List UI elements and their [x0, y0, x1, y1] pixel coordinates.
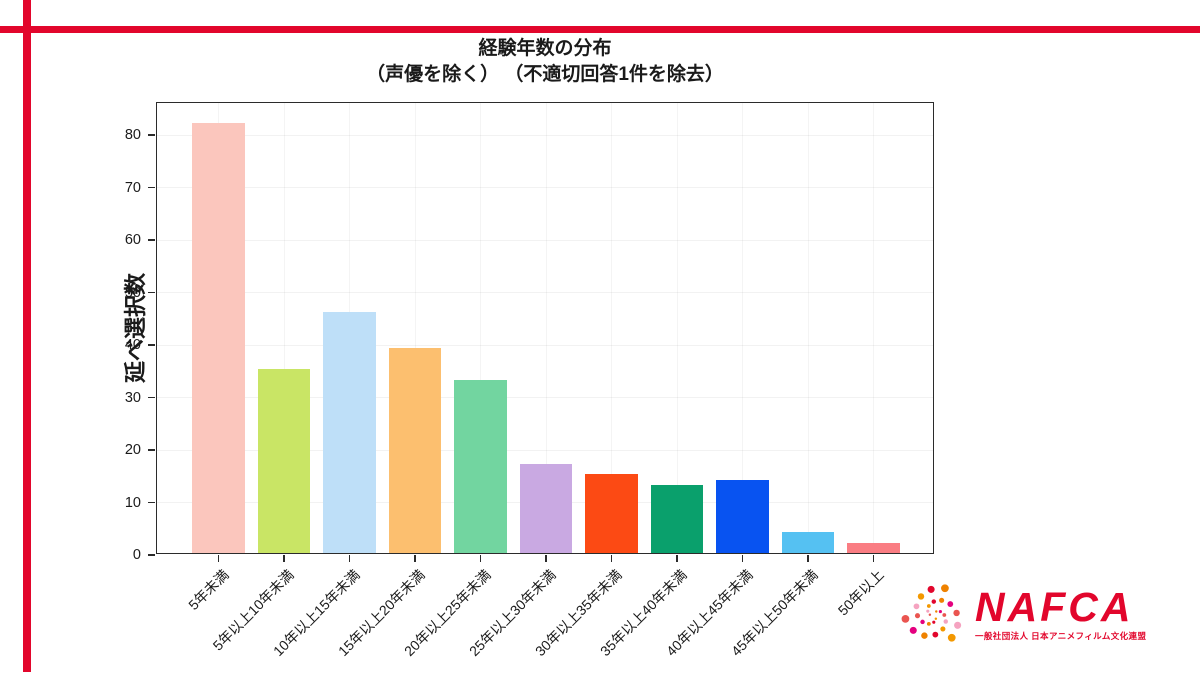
x-tick-mark [348, 555, 351, 562]
spiral-dot [935, 610, 938, 613]
spiral-dot [940, 626, 946, 632]
x-gridline [283, 103, 285, 553]
spiral-dot [942, 613, 947, 617]
y-axis-label: 延べ選択数 [123, 272, 148, 384]
bar [192, 122, 245, 553]
x-tick-mark [217, 555, 220, 562]
bar [388, 348, 442, 553]
nafca-subtitle: 一般社団法人 日本アニメフィルム文化連盟 [975, 630, 1147, 641]
y-tick-mark [148, 501, 155, 504]
red-vertical-line [23, 0, 31, 672]
x-gridline [480, 103, 482, 553]
bar [847, 542, 900, 553]
x-tick-mark [283, 555, 285, 562]
nafca-wordmark: NAFCA [975, 584, 1134, 631]
y-gridline [157, 344, 933, 346]
x-tick-mark [676, 555, 678, 562]
spiral-dot [928, 613, 932, 617]
spiral-dot [954, 621, 962, 629]
bar [781, 532, 835, 553]
y-tick-label: 10 [124, 494, 141, 511]
spiral-dot [934, 617, 938, 620]
y-tick-mark [148, 134, 155, 136]
nafca-wordmark-block: NAFCA 一般社団法人 日本アニメフィルム文化連盟 [975, 584, 1147, 642]
spiral-dot [926, 621, 931, 626]
bar [716, 479, 769, 553]
spiral-dot [921, 632, 928, 639]
spiral-dot [947, 633, 956, 642]
spiral-dot [909, 626, 917, 634]
x-gridline [873, 103, 875, 553]
y-tick-label: 60 [124, 232, 141, 249]
bar [585, 474, 638, 553]
y-gridline [157, 292, 933, 293]
y-gridline [157, 449, 933, 451]
spiral-dot [901, 615, 910, 623]
red-horizontal-line [0, 26, 1200, 33]
spiral-dot [920, 619, 925, 625]
chart-title: 経験年数の分布 （声優を除く） （不適切回答1件を除去） [156, 36, 934, 88]
bar [257, 369, 311, 553]
y-tick-label: 20 [124, 442, 141, 458]
y-tick-mark [148, 239, 155, 241]
spiral-dot [953, 609, 960, 617]
y-tick-label: 80 [124, 127, 141, 144]
spiral-dot [939, 597, 945, 603]
nafca-spiral-icon [901, 584, 962, 642]
bar [454, 379, 507, 553]
y-gridline [157, 187, 933, 189]
y-gridline [157, 134, 933, 136]
spiral-dot [932, 631, 939, 638]
spiral-dot [913, 603, 920, 610]
y-tick-mark [148, 396, 155, 399]
y-tick-label: 50 [124, 284, 141, 301]
y-tick-label: 40 [124, 337, 141, 353]
plot-area: 0 10 20 30 40 50 60 70 80 5年未満 5年以上10年未満 10年以上15年未満… [125, 102, 934, 659]
x-gridline [742, 103, 744, 553]
x-gridline [611, 103, 613, 553]
y-tick-mark [148, 186, 155, 189]
spiral-dot [914, 613, 921, 619]
spiral-dot [943, 619, 948, 624]
spiral-dot [931, 599, 937, 604]
x-tick-mark [545, 555, 547, 562]
chart-title-line1: 経験年数の分布 [478, 38, 612, 59]
x-gridline [676, 103, 678, 553]
x-tick-mark [807, 555, 809, 562]
x-gridline [807, 103, 809, 553]
y-tick-mark [148, 291, 155, 294]
x-gridline [545, 103, 547, 553]
y-tick-mark [148, 554, 155, 556]
y-tick-label: 70 [124, 179, 141, 196]
bar [650, 484, 704, 553]
y-tick-label: 0 [132, 547, 141, 563]
y-tick-mark [148, 344, 155, 346]
nafca-logo: NAFCA 一般社団法人 日本アニメフィルム文化連盟 [901, 582, 1146, 648]
x-tick-mark [872, 555, 875, 562]
bar [323, 311, 376, 553]
x-tick-mark [741, 555, 744, 562]
x-gridline [414, 103, 416, 553]
x-tick-mark [479, 555, 482, 562]
spiral-dot [917, 593, 925, 600]
y-tick-mark [148, 449, 155, 451]
chart-title-line2: （声優を除く） （不適切回答1件を除去） [366, 64, 724, 85]
spiral-dot [932, 620, 936, 624]
spiral-dot [938, 610, 942, 614]
bar [519, 463, 573, 553]
spiral-dot [927, 585, 935, 593]
y-gridline [157, 239, 933, 241]
spiral-dot [941, 584, 949, 593]
y-gridline [157, 397, 933, 398]
spiral-dot [947, 601, 954, 607]
spiral-dot [926, 609, 930, 613]
y-tick-label: 30 [124, 389, 141, 406]
x-tick-mark [414, 555, 416, 562]
x-tick-mark [610, 555, 613, 562]
spiral-dot [926, 604, 931, 608]
